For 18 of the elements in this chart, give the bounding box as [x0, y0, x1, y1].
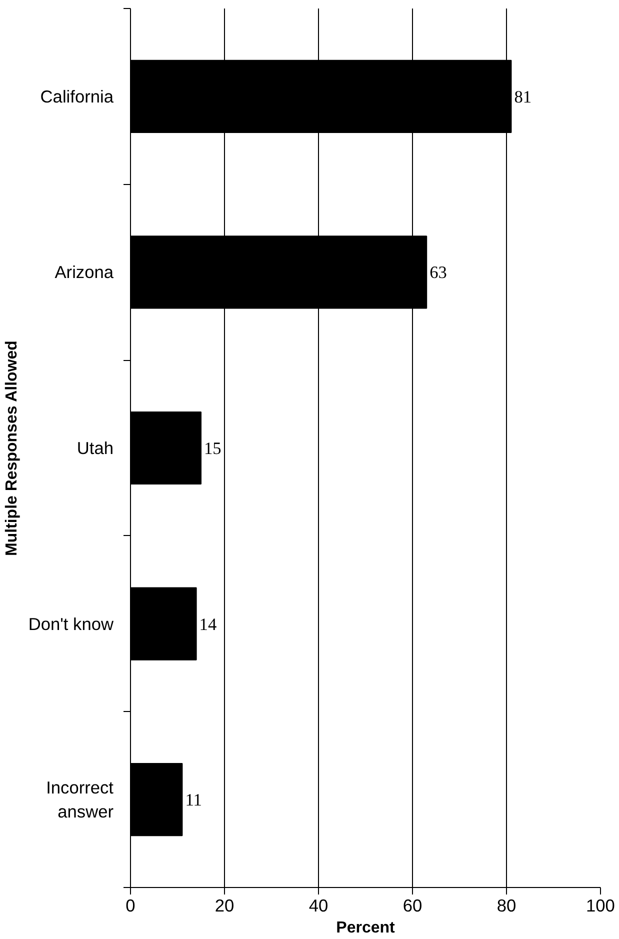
- y-tick-label: Incorrect answer: [46, 778, 114, 822]
- x-tick-label: 0: [126, 896, 136, 916]
- x-tick-label: 60: [402, 896, 422, 916]
- x-tick-label: 100: [586, 896, 615, 916]
- y-tick-label: California: [40, 86, 114, 106]
- data-label: 81: [514, 87, 532, 106]
- data-label: 14: [199, 614, 217, 634]
- data-label: 15: [204, 439, 222, 458]
- x-tick-label: 80: [496, 896, 516, 916]
- x-axis-title: Percent: [336, 920, 396, 936]
- y-tick-label: Utah: [76, 438, 114, 458]
- y-axis-title: Multiple Responses Allowed: [3, 340, 20, 556]
- data-label: 63: [430, 263, 447, 282]
- x-tick-label: 20: [214, 896, 234, 916]
- x-tick-label: 40: [308, 896, 328, 916]
- y-tick-label: Don't know: [28, 614, 114, 634]
- y-tick-label: Arizona: [54, 262, 114, 282]
- data-label: 11: [185, 790, 202, 810]
